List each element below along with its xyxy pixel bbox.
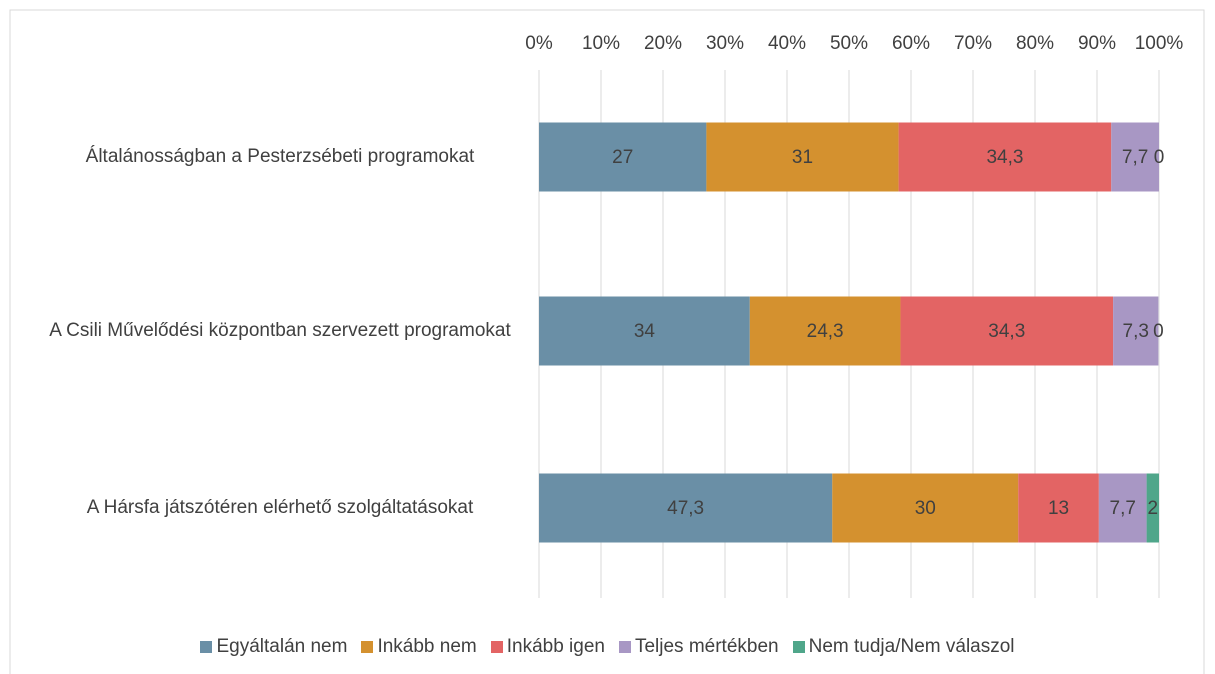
bar-segment — [900, 296, 1114, 366]
bar-segment — [539, 296, 750, 366]
category-label: A Csili Művelődési központban szervezett… — [49, 320, 511, 341]
legend-label: Egyáltalán nem — [216, 636, 348, 657]
legend: Egyáltalán nem Inkább nem Inkább igen Telje… — [0, 636, 1215, 658]
data-label: 0 — [1153, 321, 1164, 342]
data-label: 7,3 — [1123, 321, 1149, 342]
data-label: 7,7 — [1110, 498, 1136, 519]
legend-item: Inkább nem — [361, 636, 477, 658]
bar-segment — [539, 122, 707, 192]
data-label: 24,3 — [807, 321, 844, 342]
x-tick-label: 40% — [768, 33, 806, 54]
legend-label: Nem tudja/Nem válaszol — [808, 636, 1015, 657]
legend-swatch — [200, 641, 213, 653]
bar-segment — [1098, 473, 1147, 543]
x-tick-label: 10% — [582, 33, 620, 54]
category-label: A Hársfa játszótéren elérhető szolgáltat… — [86, 497, 474, 518]
data-label: 34 — [634, 321, 656, 342]
x-tick-label: 100% — [1135, 33, 1184, 54]
bar-segment — [1146, 473, 1159, 543]
legend-item: Egyáltalán nem — [200, 636, 347, 658]
x-tick-label: 20% — [644, 33, 682, 54]
x-tick-label: 70% — [954, 33, 992, 54]
data-label: 34,3 — [986, 147, 1023, 168]
data-label: 13 — [1048, 498, 1069, 519]
legend-item: Nem tudja/Nem válaszol — [792, 636, 1015, 658]
bar-segment — [539, 473, 833, 543]
bar-segment — [749, 296, 901, 366]
data-label: 34,3 — [988, 321, 1025, 342]
legend-item: Inkább igen — [490, 636, 605, 658]
frame — [9, 9, 1205, 674]
legend-swatch — [361, 641, 374, 653]
data-label: 0 — [1154, 147, 1165, 168]
bar-segment — [1111, 122, 1159, 192]
bar-segment — [706, 122, 899, 192]
bar-segment — [1018, 473, 1099, 543]
x-tick-label: 50% — [830, 33, 868, 54]
data-label: 27 — [612, 147, 633, 168]
x-tick-label: 90% — [1078, 33, 1116, 54]
x-tick-label: 0% — [525, 33, 553, 54]
data-label: 30 — [915, 498, 936, 519]
legend-label: Inkább nem — [377, 636, 477, 657]
category-label: Általánosságban a Pesterzsébeti programo… — [85, 146, 475, 167]
bar-segment — [898, 122, 1112, 192]
x-tick-label: 80% — [1016, 33, 1054, 54]
legend-item: Teljes mértékben — [618, 636, 779, 658]
bar-segment — [832, 473, 1019, 543]
legend-swatch — [792, 641, 805, 653]
data-label: 47,3 — [667, 498, 704, 519]
legend-swatch — [618, 641, 631, 653]
x-tick-label: 30% — [706, 33, 744, 54]
data-label: 2 — [1148, 498, 1159, 519]
legend-label: Teljes mértékben — [634, 636, 779, 657]
x-tick-label: 60% — [892, 33, 930, 54]
data-label: 7,7 — [1122, 147, 1148, 168]
bar-segment — [1113, 296, 1159, 366]
data-label: 31 — [792, 147, 813, 168]
legend-label: Inkább igen — [506, 636, 605, 657]
legend-swatch — [490, 641, 503, 653]
